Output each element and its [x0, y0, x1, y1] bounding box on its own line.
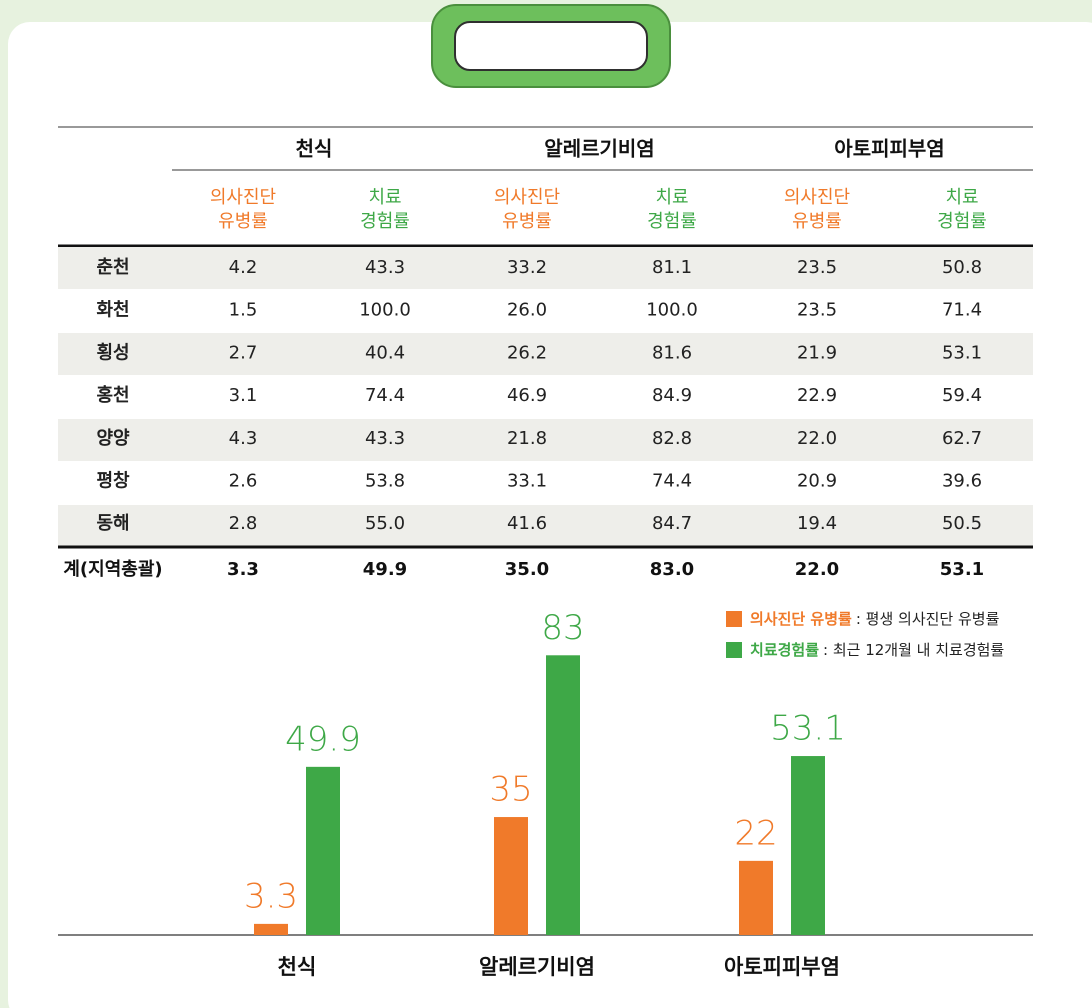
total-cell: 3.3: [227, 559, 259, 580]
bar: [494, 817, 528, 935]
cell: 53.8: [365, 471, 405, 492]
legend-swatch: [726, 642, 742, 658]
cell: 1.5: [229, 300, 258, 321]
total-label: 계(지역총괄): [63, 559, 162, 580]
cell: 43.3: [365, 257, 405, 278]
bar: [739, 861, 773, 935]
cell: 62.7: [942, 428, 982, 449]
sub-header: 경험률: [647, 211, 697, 232]
cell: 46.9: [507, 385, 547, 406]
legend-swatch: [726, 611, 742, 627]
cell: 22.0: [797, 428, 837, 449]
cell: 4.3: [229, 428, 258, 449]
sub-header: 유병률: [218, 211, 268, 232]
row-label: 양양: [96, 428, 130, 449]
cell: 21.8: [507, 428, 547, 449]
legend-name: 치료경험률: [750, 641, 819, 659]
cell: 20.9: [797, 471, 837, 492]
cell: 100.0: [359, 300, 411, 321]
bar: [546, 655, 580, 935]
total-cell: 53.1: [940, 559, 984, 580]
cell: 84.9: [652, 385, 692, 406]
legend-entry: 치료경험률: 최근 12개월 내 치료경험률: [750, 641, 1004, 659]
cell: 41.6: [507, 513, 547, 534]
cell: 71.4: [942, 300, 982, 321]
cell: 100.0: [646, 300, 698, 321]
sub-header: 경험률: [937, 211, 987, 232]
bar: [254, 924, 288, 935]
cell: 26.2: [507, 342, 547, 363]
sub-header: 경험률: [360, 211, 410, 232]
bar: [791, 756, 825, 935]
cell: 81.1: [652, 257, 692, 278]
group-header: 아토피피부염: [834, 137, 944, 161]
cell: 50.5: [942, 513, 982, 534]
cell: 26.0: [507, 300, 547, 321]
value-label: 49.9: [285, 719, 361, 759]
cell: 23.5: [797, 257, 837, 278]
sub-header: 유병률: [502, 211, 552, 232]
cell: 33.1: [507, 471, 547, 492]
cell: 19.4: [797, 513, 837, 534]
cell: 33.2: [507, 257, 547, 278]
cell: 4.2: [229, 257, 258, 278]
legend-note: : 최근 12개월 내 치료경험률: [823, 641, 1004, 659]
row-label: 동해: [96, 513, 129, 534]
legend-name: 의사진단 유병률: [750, 610, 852, 628]
value-label: 3.3: [244, 876, 298, 916]
value-label: 53.1: [770, 709, 846, 749]
value-label: 83: [541, 608, 584, 648]
sub-header: 치료: [945, 187, 978, 208]
total-cell: 83.0: [650, 559, 694, 580]
group-header: 알레르기비염: [544, 137, 654, 161]
row-label: 평창: [96, 471, 130, 492]
group-header: 천식: [296, 137, 333, 161]
row-label: 횡성: [96, 342, 129, 363]
cell: 2.7: [229, 342, 258, 363]
cell: 3.1: [229, 385, 258, 406]
cell: 43.3: [365, 428, 405, 449]
cell: 2.6: [229, 471, 258, 492]
total-cell: 35.0: [505, 559, 549, 580]
cell: 40.4: [365, 342, 405, 363]
page: 천식알레르기비염아토피피부염의사진단유병률치료경험률의사진단유병률치료경험률의사…: [0, 0, 1092, 1008]
cell: 55.0: [365, 513, 405, 534]
row-label: 화천: [96, 300, 129, 321]
bar: [306, 767, 340, 935]
value-label: 35: [489, 770, 532, 810]
cell: 21.9: [797, 342, 837, 363]
value-label: 22: [734, 813, 777, 853]
sub-header: 의사진단: [494, 187, 560, 208]
cell: 84.7: [652, 513, 692, 534]
row-label: 춘천: [96, 257, 129, 278]
cell: 59.4: [942, 385, 982, 406]
total-cell: 22.0: [795, 559, 839, 580]
cell: 39.6: [942, 471, 982, 492]
sub-header: 의사진단: [784, 187, 850, 208]
x-tick-label: 천식: [278, 955, 317, 979]
cell: 2.8: [229, 513, 258, 534]
cell: 53.1: [942, 342, 982, 363]
legend-entry: 의사진단 유병률: 평생 의사진단 유병률: [750, 610, 1000, 628]
cell: 82.8: [652, 428, 692, 449]
total-cell: 49.9: [363, 559, 407, 580]
sub-header: 치료: [368, 187, 401, 208]
cell: 50.8: [942, 257, 982, 278]
x-tick-label: 아토피피부염: [724, 955, 840, 979]
sub-header: 의사진단: [210, 187, 276, 208]
sub-header: 유병률: [792, 211, 842, 232]
row-label: 홍천: [96, 384, 129, 406]
cell: 22.9: [797, 385, 837, 406]
x-tick-label: 알레르기비염: [479, 955, 595, 979]
cell: 81.6: [652, 342, 692, 363]
cell: 74.4: [365, 385, 405, 406]
sub-header: 치료: [655, 187, 688, 208]
badge-inner: [455, 22, 647, 70]
legend-note: : 평생 의사진단 유병률: [856, 610, 1000, 628]
cell: 23.5: [797, 300, 837, 321]
cell: 74.4: [652, 471, 692, 492]
